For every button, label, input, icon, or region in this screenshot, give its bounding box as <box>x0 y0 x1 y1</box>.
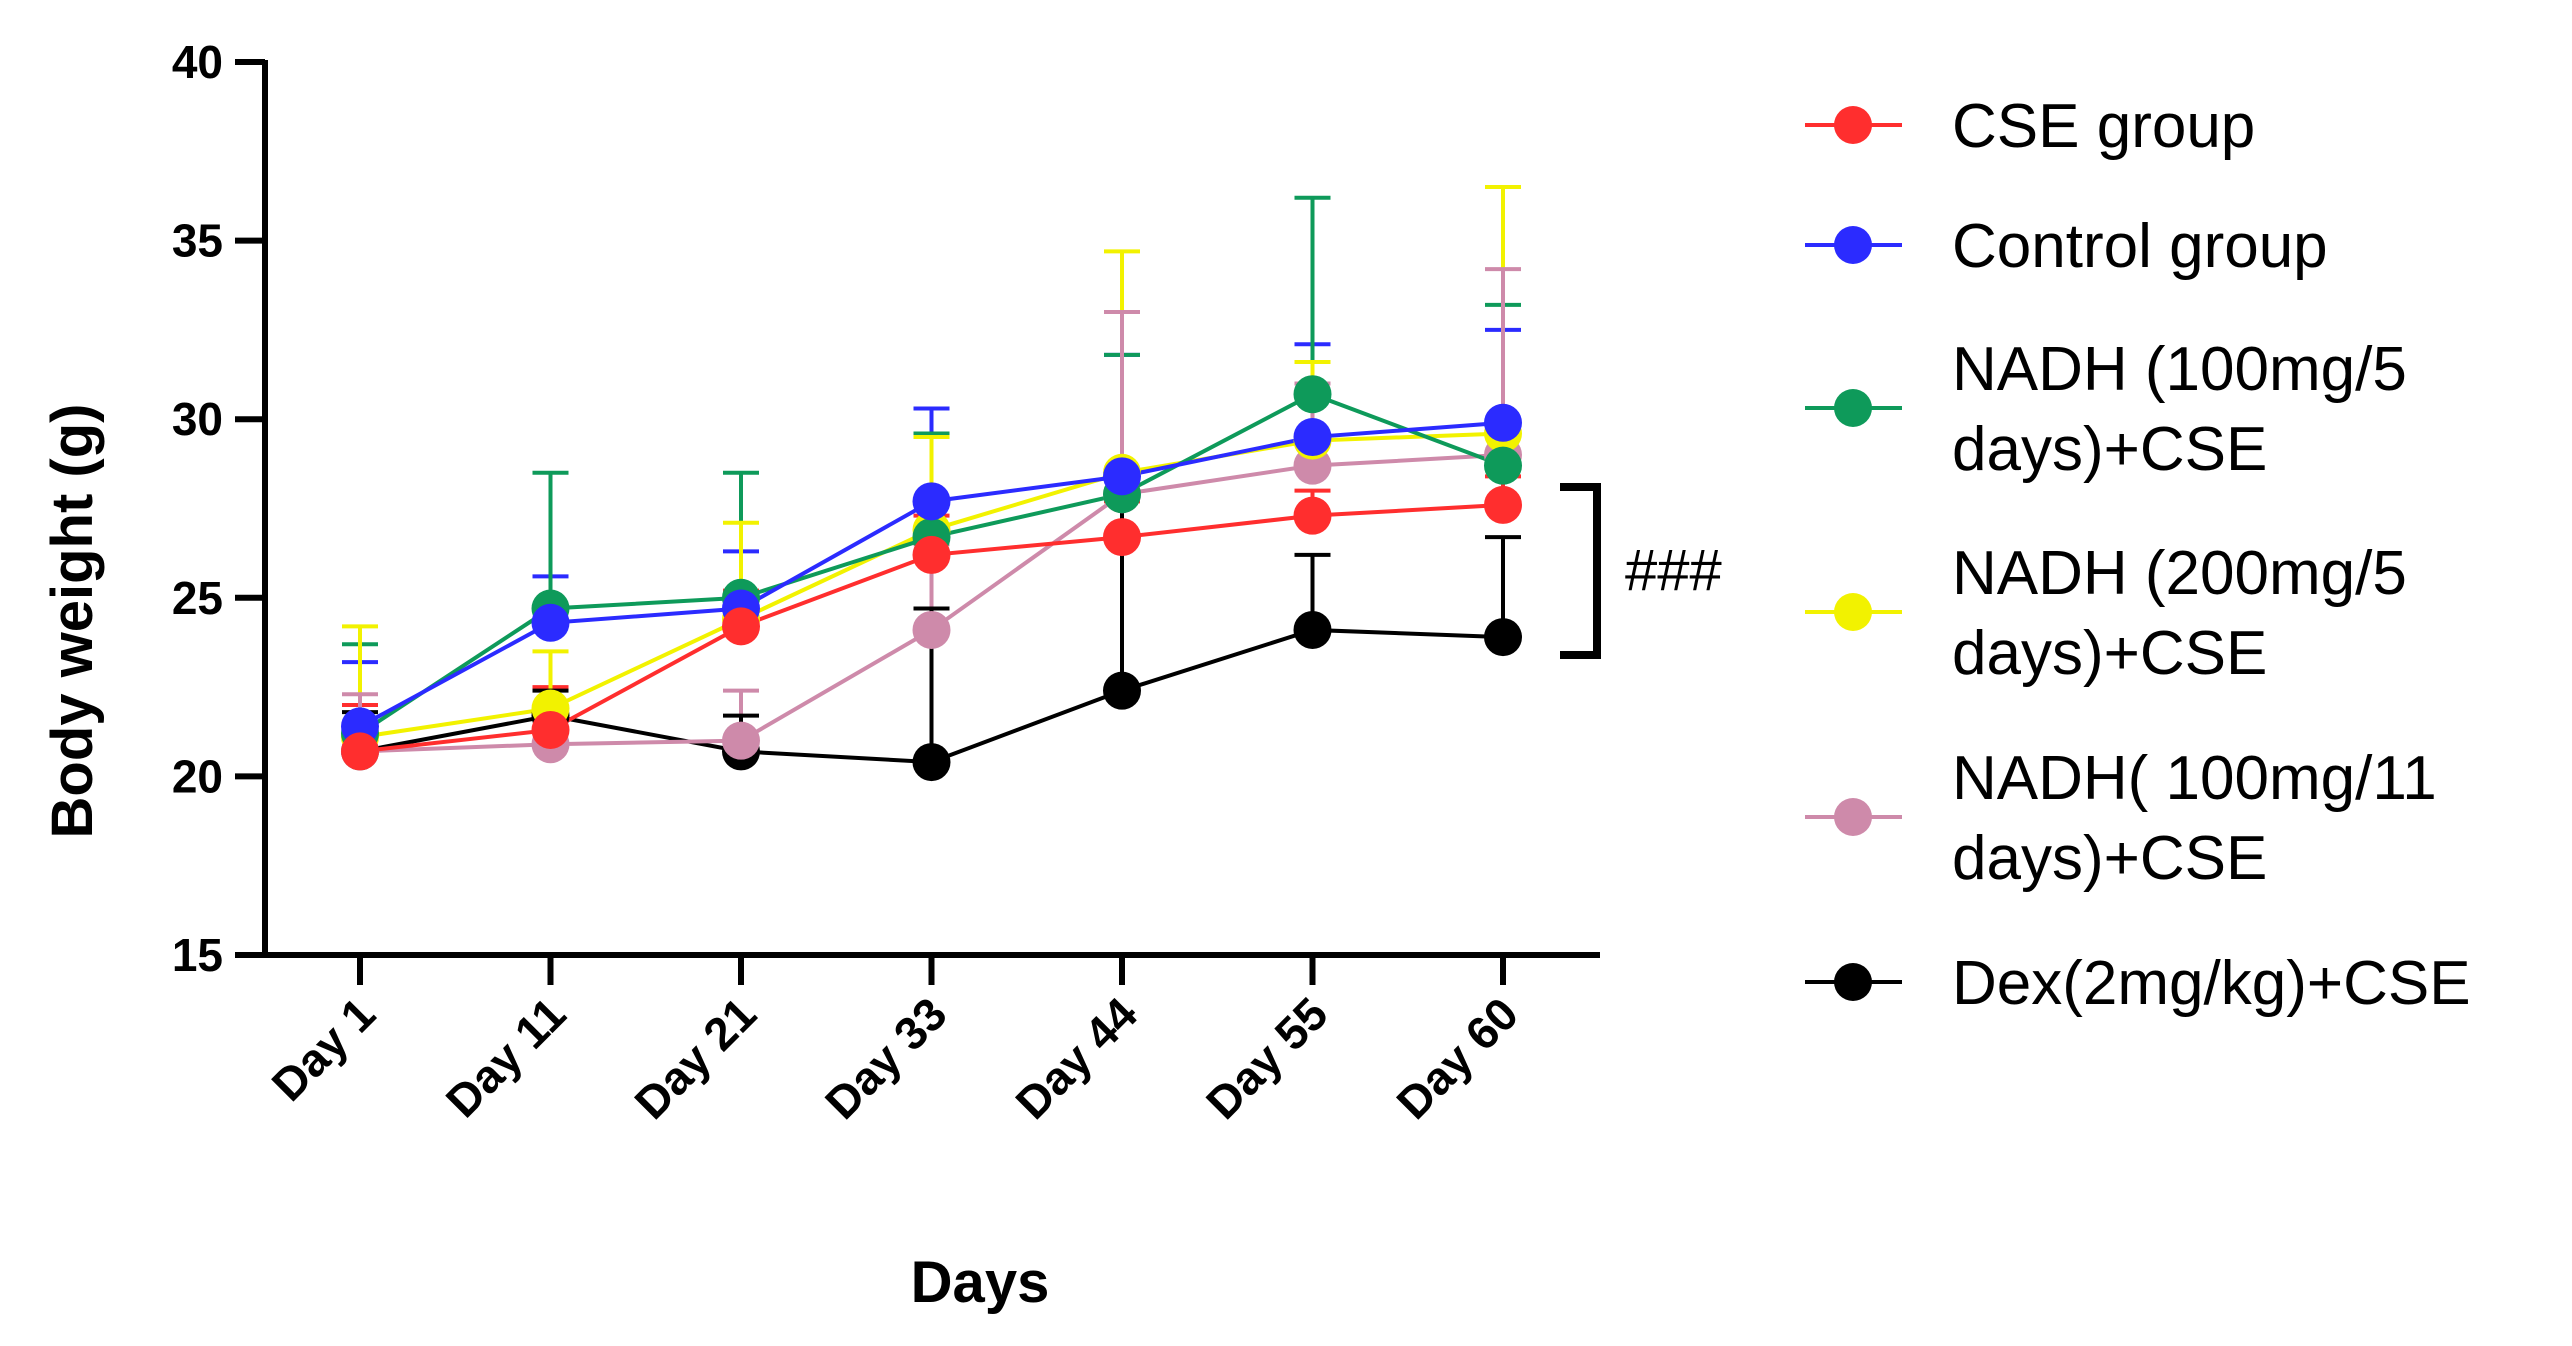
legend-label: Control group <box>1952 212 2328 281</box>
data-point <box>912 610 951 649</box>
legend-item: Control group <box>1805 212 2328 281</box>
y-tick-label: 35 <box>172 215 223 267</box>
data-point <box>722 607 760 646</box>
data-point <box>1103 518 1141 557</box>
data-point <box>912 482 951 521</box>
y-axis-title: Body weight (g) <box>40 404 105 839</box>
x-tick-label: Day 60 <box>1386 987 1528 1129</box>
legend-label: days)+CSE <box>1952 619 2267 688</box>
legend-label: NADH (100mg/5 <box>1952 335 2407 404</box>
data-point <box>722 721 760 760</box>
y-tick-label: 30 <box>172 393 223 445</box>
significance-bracket <box>1560 483 1601 659</box>
legend-swatch-marker <box>1834 106 1872 144</box>
x-tick-label: Day 33 <box>815 987 957 1129</box>
legend-swatch-marker <box>1834 963 1872 1001</box>
legend-swatch-marker <box>1834 389 1872 427</box>
data-point <box>1293 418 1332 457</box>
y-tick-label: 25 <box>172 572 223 624</box>
legend-label: Dex(2mg/kg)+CSE <box>1952 949 2471 1018</box>
legend-label: CSE group <box>1952 92 2255 161</box>
error-bars <box>342 185 1521 763</box>
significance-label: ### <box>1625 538 1722 603</box>
legend-label: days)+CSE <box>1952 415 2267 484</box>
y-tick-label: 40 <box>172 36 223 88</box>
significance-annotation: ### <box>1560 483 1722 659</box>
data-point <box>1293 375 1332 414</box>
data-point <box>1103 457 1141 496</box>
data-point <box>531 603 570 642</box>
legend-item: NADH( 100mg/11 days)+CSE <box>1805 744 2437 893</box>
data-point <box>1293 496 1332 535</box>
legend-label: days)+CSE <box>1952 824 2267 893</box>
data-points <box>341 375 1522 782</box>
legend-swatch-marker <box>1834 226 1872 264</box>
x-tick-label: Day 44 <box>1005 987 1147 1129</box>
data-point <box>341 732 379 771</box>
x-tick-label: Day 55 <box>1196 987 1338 1129</box>
data-point <box>1103 671 1141 710</box>
x-tick-label: Day 21 <box>624 987 766 1129</box>
legend-item: Dex(2mg/kg)+CSE <box>1805 949 2471 1018</box>
legend: CSE group Control group NADH (100mg/5 days)… <box>1805 92 2471 1018</box>
x-axis-title: Days <box>911 1250 1050 1315</box>
x-tick-label: Day 11 <box>436 987 576 1127</box>
data-point <box>1484 403 1522 442</box>
legend-swatch-marker <box>1834 593 1872 631</box>
data-point <box>1484 446 1522 485</box>
legend-item: CSE group <box>1805 92 2255 161</box>
legend-label: NADH (200mg/5 <box>1952 539 2407 608</box>
axes: 15 20 25 30 35 40 Day 1 Day 11 Day 21 Day 33 Day 4… <box>172 36 1600 1129</box>
legend-label: NADH( 100mg/11 <box>1952 744 2437 813</box>
y-tick-label: 15 <box>172 929 223 981</box>
x-tick-label: Day 1 <box>262 987 386 1111</box>
legend-swatch-marker <box>1834 798 1872 836</box>
data-point <box>1293 610 1332 649</box>
data-point <box>912 743 951 782</box>
data-point <box>1484 485 1522 524</box>
legend-item: NADH (100mg/5 days)+CSE <box>1805 335 2407 484</box>
data-point <box>1484 618 1522 657</box>
data-point <box>531 710 570 749</box>
legend-item: NADH (200mg/5 days)+CSE <box>1805 539 2407 688</box>
y-tick-label: 20 <box>172 750 223 802</box>
data-point <box>912 535 951 574</box>
